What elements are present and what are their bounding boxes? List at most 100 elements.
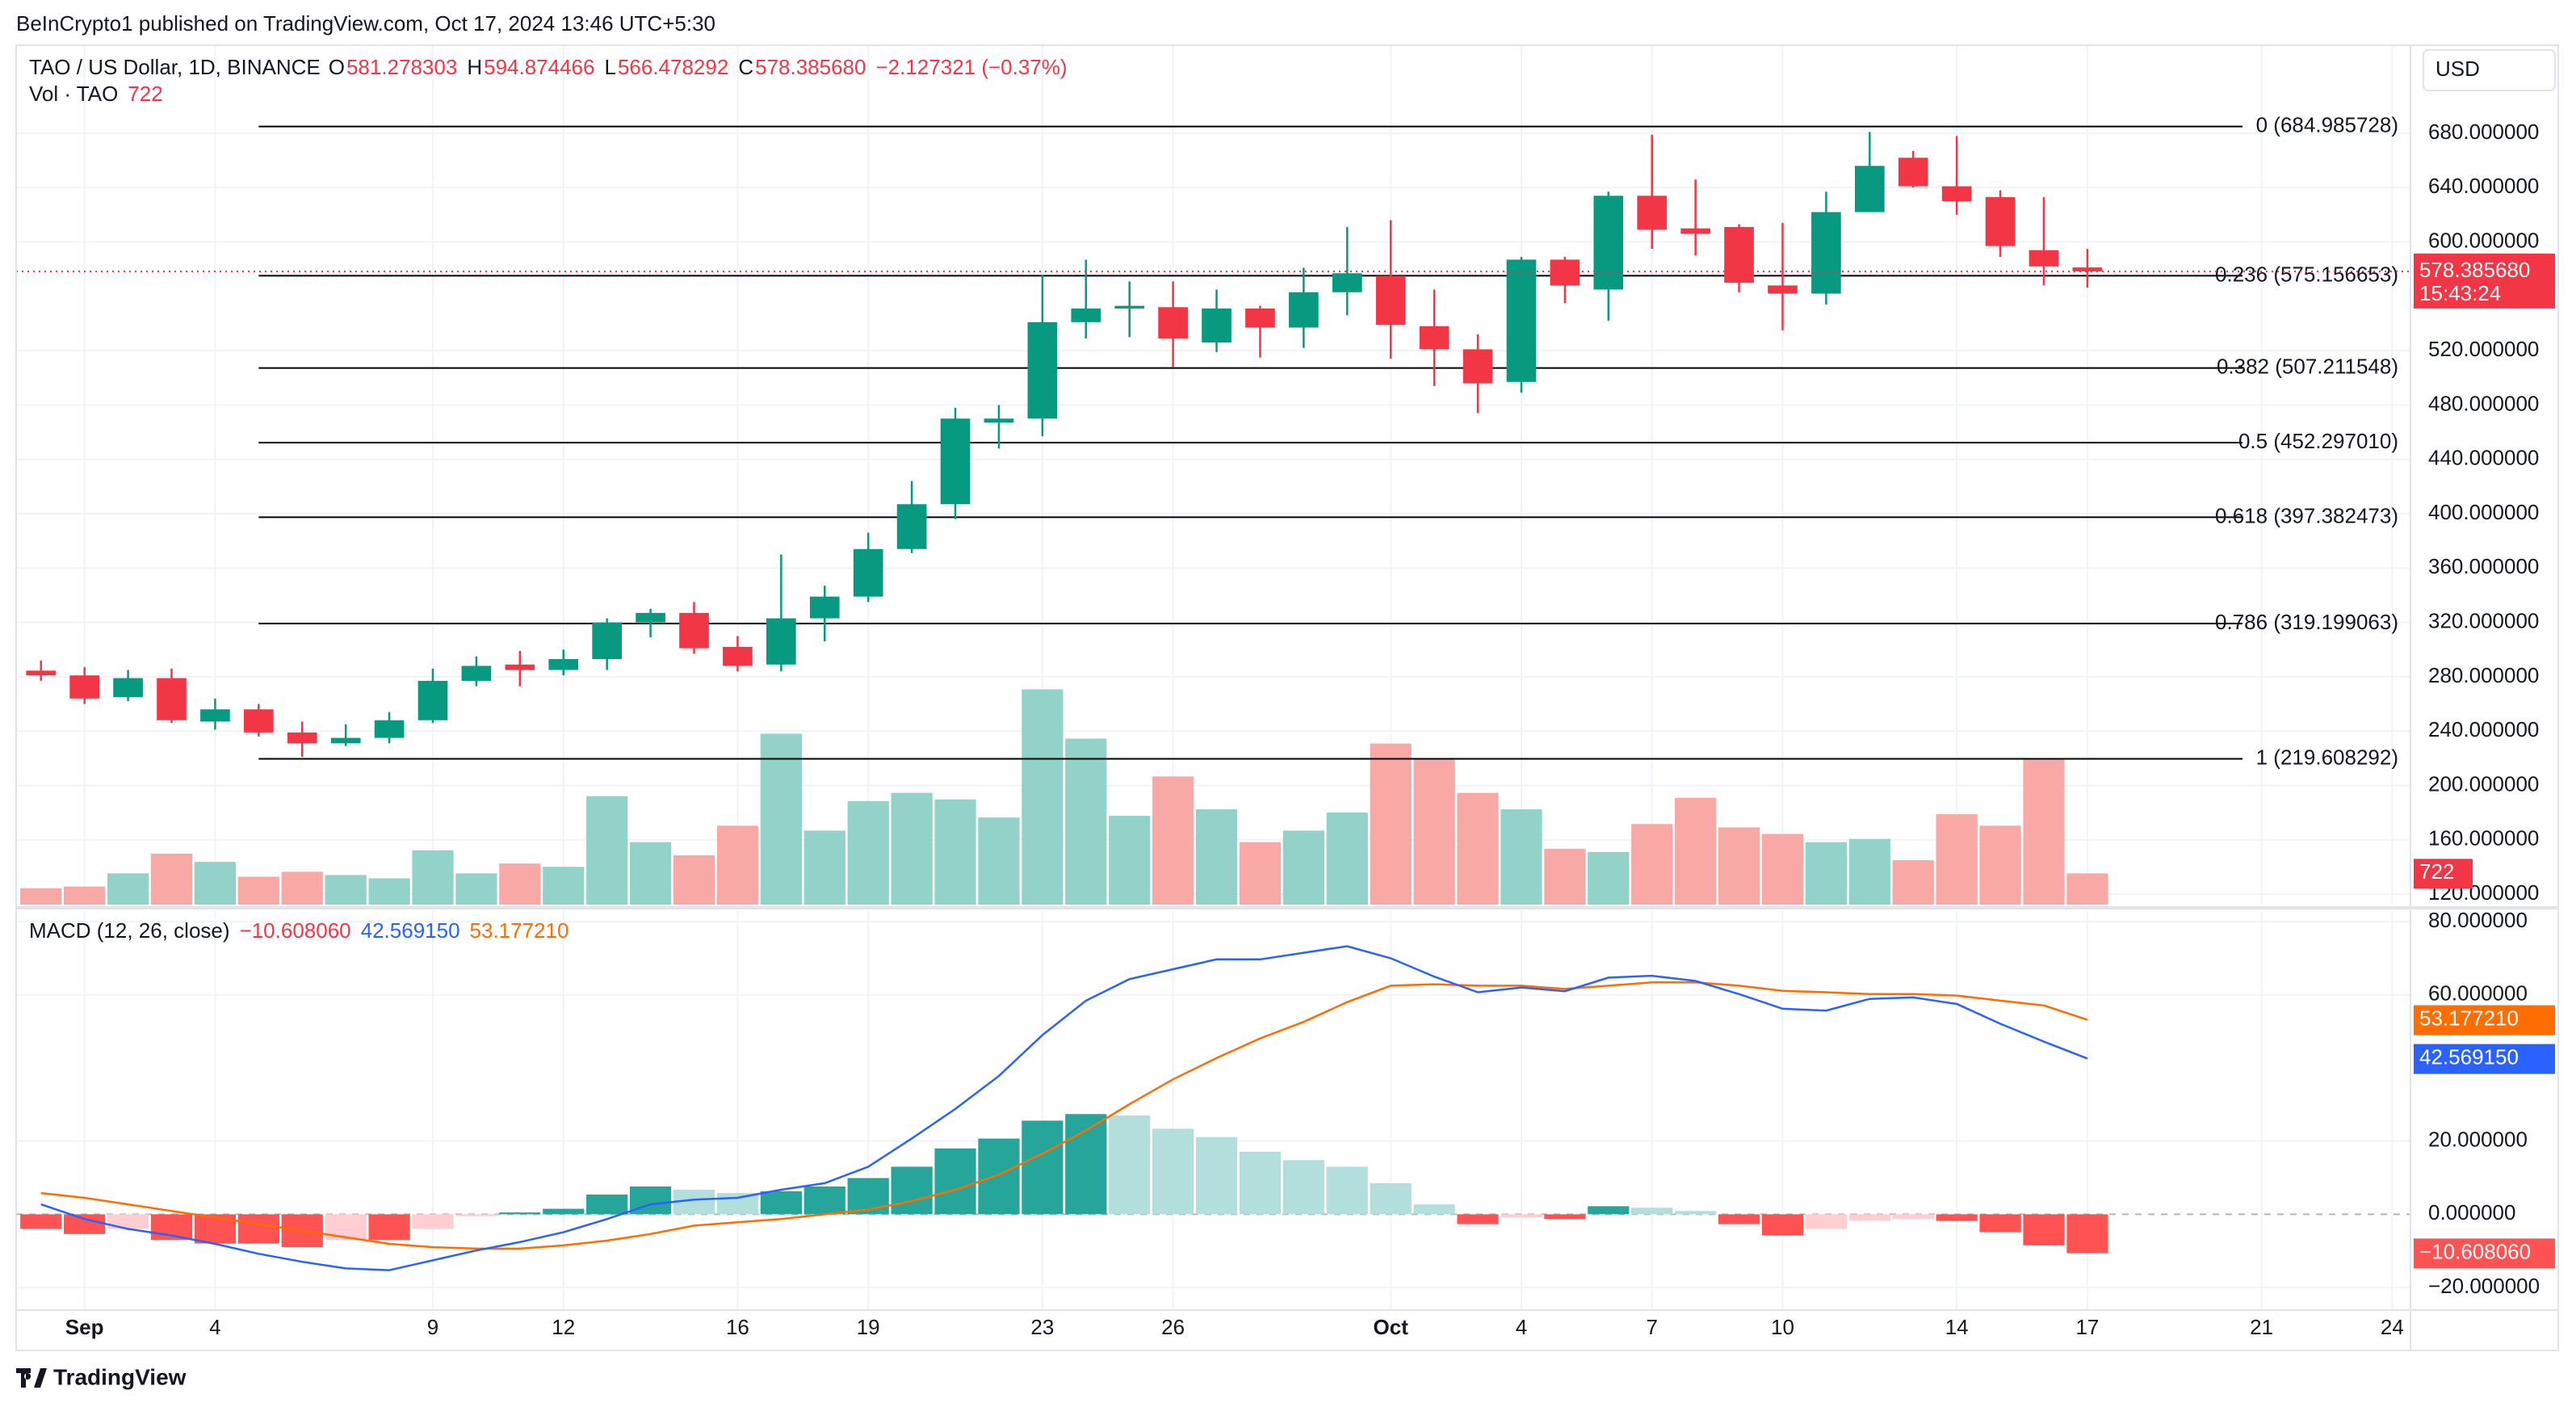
candle-body [853, 548, 883, 597]
candle-body [1114, 305, 1145, 309]
candle-body [1637, 195, 1668, 230]
candle-body [374, 720, 405, 738]
histogram-bar [586, 1194, 628, 1215]
candle-body [2072, 267, 2103, 271]
publisher: BeInCrypto1 published on TradingView.com… [16, 11, 715, 36]
candle-body [940, 418, 971, 505]
candle-body [461, 666, 492, 681]
volume-bar [1544, 848, 1586, 905]
histogram-bar [1805, 1214, 1848, 1229]
volume-bar [237, 876, 279, 905]
histogram-bar [499, 1212, 541, 1215]
histogram-bar [716, 1193, 759, 1215]
volume-bar [1761, 834, 1804, 905]
fib-label: 0.5 (452.297010) [2238, 429, 2398, 453]
volume-bar [1848, 838, 1890, 905]
histogram-bar [1195, 1136, 1238, 1215]
x-tick-label: 10 [1771, 1315, 1794, 1339]
histogram-bar [368, 1214, 410, 1241]
volume-bar [64, 886, 106, 905]
volume-bar [1718, 827, 1760, 905]
x-tick-label: 16 [726, 1315, 749, 1339]
candle-body [1854, 166, 1885, 212]
candle-body [1245, 309, 1275, 328]
volume-bar [1631, 824, 1673, 905]
price-legend: TAO / US Dollar, 1D, BINANCE O581.278303 H… [29, 55, 1068, 79]
histogram-bar [1892, 1214, 1934, 1220]
high-key: H [467, 55, 482, 79]
volume-bar [281, 872, 323, 905]
histogram-tag-label: −10.608060 [2419, 1239, 2531, 1263]
histogram-bar [2023, 1214, 2065, 1245]
currency-button[interactable] [2423, 49, 2556, 91]
histogram-bar [412, 1214, 454, 1229]
candle-body [113, 678, 143, 698]
macd-layer [20, 945, 2108, 1271]
candle-body [1898, 158, 1928, 187]
histogram-bar [543, 1208, 585, 1215]
y-tick-label: 280.000000 [2428, 663, 2539, 687]
y-tick-label: 0.000000 [2428, 1200, 2515, 1224]
y-tick-label: 200.000000 [2428, 771, 2539, 796]
histogram-bar [1848, 1214, 1890, 1221]
histogram-bar [1457, 1214, 1499, 1224]
candle-body [1375, 275, 1406, 326]
histogram-bar [1544, 1214, 1586, 1220]
volume-bar [1500, 808, 1542, 905]
candle-body [243, 709, 274, 733]
macd-tag-label: 42.569150 [2419, 1044, 2519, 1069]
candle-body [26, 670, 57, 676]
fib-label: 0.786 (319.199063) [2215, 610, 2398, 634]
volume-bar [1152, 776, 1194, 905]
price-tag [2414, 253, 2555, 309]
y-tick-label: −20.000000 [2428, 1274, 2540, 1298]
open-key: O [329, 55, 345, 79]
x-tick-label: 12 [552, 1315, 575, 1339]
close-value: 578.385680 [755, 55, 866, 79]
macd-value: 42.569150 [361, 918, 460, 943]
y-tick-label: 480.000000 [2428, 391, 2539, 415]
volume-bar [760, 733, 802, 905]
histogram-bar [1152, 1128, 1194, 1215]
x-tick-label: 9 [427, 1315, 438, 1339]
volume-legend: Vol · TAO 722 [29, 82, 163, 106]
x-tick-label: 4 [1516, 1315, 1527, 1339]
y-tick-label: 680.000000 [2428, 120, 2539, 144]
candle-body [330, 737, 361, 744]
candle-body [1768, 285, 1798, 294]
y-tick-label: 640.000000 [2428, 174, 2539, 198]
histogram-bar [1761, 1214, 1804, 1236]
candle-body [723, 646, 753, 666]
volume-bar [499, 863, 541, 905]
fib-label: 0.382 (507.211548) [2217, 355, 2398, 379]
currency-label[interactable]: USD [2435, 57, 2480, 81]
candle-body [200, 709, 230, 722]
candle-body [157, 678, 187, 720]
volume-bar [891, 792, 933, 905]
histogram-value: −10.608060 [240, 918, 351, 943]
macd-name: MACD (12, 26, close) [29, 918, 230, 943]
y-tick-label: 400.000000 [2428, 500, 2539, 524]
histogram-bar [1718, 1214, 1760, 1224]
candle-body [1071, 309, 1101, 322]
histogram-bar [1631, 1208, 1673, 1215]
histogram-bar [1282, 1160, 1324, 1215]
histogram-bar [107, 1214, 149, 1229]
signal-tag [2414, 1005, 2555, 1035]
volume-name: Vol · TAO [29, 82, 118, 106]
change-value: −2.127321 (−0.37%) [875, 55, 1067, 79]
fib-label: 0.618 (397.382473) [2215, 503, 2398, 527]
candle-body [69, 675, 99, 699]
volume-bar [1936, 814, 1978, 905]
close-key: C [738, 55, 753, 79]
y-tick-label: 80.000000 [2428, 908, 2528, 932]
fib-label: 0.236 (575.156653) [2215, 262, 2398, 286]
volume-bar [1892, 860, 1934, 905]
volume-tag [2414, 859, 2473, 889]
brand-name: TradingView [53, 1364, 187, 1389]
y-tick-label: 160.000000 [2428, 826, 2539, 850]
countdown-label: 15:43:24 [2419, 281, 2501, 305]
volume-bar [978, 817, 1020, 905]
candle-body [1506, 259, 1537, 382]
